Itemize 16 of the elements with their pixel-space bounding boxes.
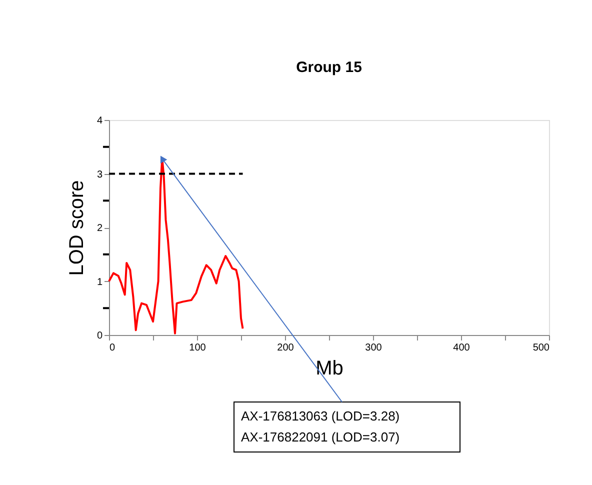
y-tick-label: 3 bbox=[96, 169, 103, 180]
y-tick-label: 1 bbox=[96, 276, 103, 288]
x-tick-label: 400 bbox=[453, 342, 470, 354]
x-tick-label: 0 bbox=[110, 342, 116, 354]
x-axis-title: Mb bbox=[316, 358, 344, 380]
y-axis-title: LOD score bbox=[66, 180, 88, 276]
y-tick-label: 2 bbox=[96, 223, 103, 234]
text: AX-176822091 (LOD=3.07) bbox=[241, 430, 400, 444]
x-tick-label: 100 bbox=[189, 342, 206, 354]
y-tick-label: 0 bbox=[96, 330, 103, 342]
x-tick-label: 500 bbox=[532, 342, 550, 354]
annotation: AX-176813063 (LOD=3.28) bbox=[241, 408, 400, 424]
chart-title: Group 15 bbox=[296, 59, 362, 76]
x-tick-label: 300 bbox=[365, 342, 382, 354]
x-tick-label: 200 bbox=[277, 342, 294, 354]
y-tick-label: 4 bbox=[96, 116, 103, 126]
